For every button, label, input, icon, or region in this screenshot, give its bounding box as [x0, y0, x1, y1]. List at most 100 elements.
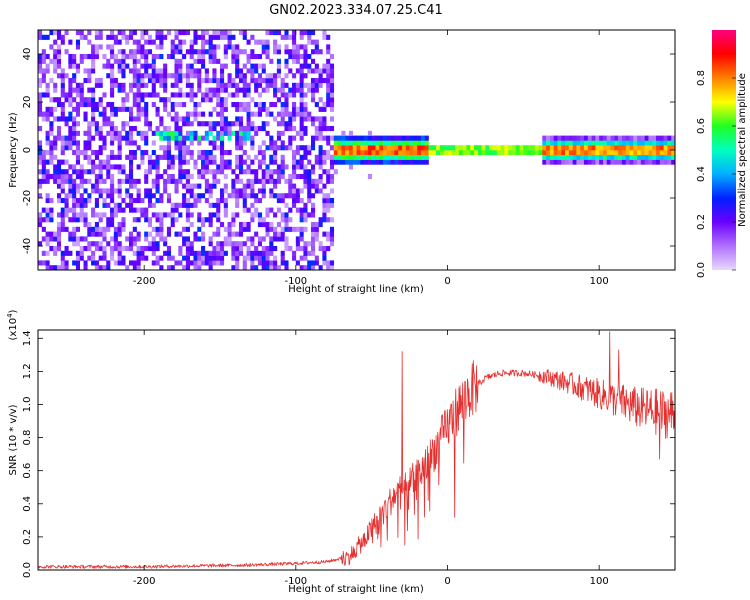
- heatmap-cell: [238, 222, 244, 228]
- heatmap-cell: [231, 54, 236, 60]
- heatmap-cell: [49, 198, 54, 204]
- heatmap-cell: [94, 198, 99, 204]
- heatmap-cell: [405, 154, 410, 160]
- heatmap-cell: [235, 73, 240, 79]
- heatmap-cell: [329, 236, 335, 242]
- heatmap-cell: [121, 260, 126, 266]
- snr-frame: [37, 329, 676, 571]
- heatmap-cell: [98, 265, 103, 271]
- heatmap-cell: [265, 226, 270, 232]
- heatmap-cell: [166, 73, 172, 79]
- heatmap-cell: [45, 231, 50, 237]
- heatmap-cell: [178, 68, 183, 74]
- heatmap-cell: [329, 106, 335, 112]
- heatmap-cell: [284, 92, 289, 98]
- heatmap-cell: [216, 102, 221, 108]
- heatmap-cell: [307, 198, 312, 204]
- heatmap-cell: [94, 231, 99, 237]
- heatmap-cell: [45, 87, 50, 93]
- heatmap-cell: [125, 154, 130, 160]
- heatmap-cell: [64, 145, 69, 151]
- heatmap-cell: [64, 159, 69, 165]
- heatmap-cell: [656, 135, 661, 141]
- heatmap-cell: [49, 44, 54, 50]
- heatmap-cell: [159, 222, 164, 228]
- heatmap-cell: [311, 49, 316, 55]
- heatmap-cell: [140, 44, 145, 50]
- heatmap-cell: [98, 217, 103, 223]
- heatmap-cell: [110, 126, 115, 132]
- heatmap-cell: [136, 111, 141, 117]
- heatmap-cell: [250, 140, 255, 146]
- heatmap-cell: [166, 164, 172, 170]
- heatmap-cell: [527, 150, 532, 156]
- heatmap-cell: [60, 169, 65, 175]
- heatmap-cell: [178, 246, 183, 252]
- heatmap-cell: [110, 82, 115, 88]
- heatmap-cell: [337, 145, 342, 151]
- heatmap-cell: [322, 126, 327, 132]
- heatmap-cell: [201, 217, 206, 223]
- heatmap-cell: [163, 68, 168, 74]
- heatmap-cell: [159, 54, 164, 60]
- heatmap-cell: [242, 106, 247, 112]
- heatmap-cell: [329, 116, 335, 122]
- heatmap-cell: [41, 68, 46, 74]
- heatmap-cell: [185, 130, 190, 136]
- heatmap-cell: [201, 169, 206, 175]
- heatmap-cell: [565, 159, 570, 165]
- heatmap-cell: [136, 49, 141, 55]
- heatmap-cell: [113, 54, 118, 60]
- heatmap-cell: [329, 87, 335, 93]
- heatmap-cell: [292, 202, 297, 208]
- heatmap-cell: [87, 222, 92, 228]
- heatmap-cell: [193, 58, 198, 64]
- heatmap-cell: [189, 202, 194, 208]
- heatmap-cell: [136, 164, 141, 170]
- heatmap-cell: [265, 39, 270, 45]
- heatmap-cell: [238, 106, 244, 112]
- heatmap-cell: [223, 97, 228, 103]
- heatmap-cell: [326, 202, 331, 208]
- heatmap-cell: [117, 58, 122, 64]
- heatmap-cell: [68, 145, 73, 151]
- heatmap-cell: [276, 231, 281, 237]
- heatmap-cell: [60, 111, 65, 117]
- heatmap-cell: [140, 92, 145, 98]
- heatmap-cell: [56, 193, 62, 199]
- heatmap-cell: [398, 135, 403, 141]
- heatmap-cell: [223, 198, 228, 204]
- heatmap-cell: [326, 44, 331, 50]
- heatmap-cell: [147, 231, 153, 237]
- heatmap-cell: [318, 159, 323, 165]
- heatmap-cell: [75, 150, 81, 156]
- heatmap-cell: [667, 154, 672, 160]
- heatmap-cell: [511, 150, 517, 156]
- heatmap-cell: [216, 202, 221, 208]
- heatmap-cell: [102, 135, 107, 141]
- heatmap-cell: [159, 236, 164, 242]
- heatmap-cell: [189, 63, 194, 69]
- heatmap-cell: [208, 126, 213, 132]
- heatmap-cell: [45, 207, 50, 213]
- heatmap-cell: [182, 226, 187, 232]
- heatmap-cell: [553, 159, 558, 165]
- heatmap-cell: [155, 212, 160, 218]
- heatmap-cell: [170, 92, 175, 98]
- heatmap-cell: [132, 78, 137, 84]
- heatmap-cell: [41, 73, 46, 79]
- heatmap-cell: [151, 78, 156, 84]
- heatmap-cell: [367, 154, 372, 160]
- heatmap-cell: [129, 135, 134, 141]
- heatmap-cell: [591, 135, 596, 141]
- heatmap-cell: [220, 241, 225, 247]
- heatmap-cell: [87, 126, 92, 132]
- heatmap-cell: [212, 202, 217, 208]
- heatmap-cell: [38, 212, 43, 218]
- heatmap-cell: [220, 78, 225, 84]
- heatmap-cell: [178, 116, 183, 122]
- heatmap-cell: [276, 30, 281, 36]
- heatmap-cell: [280, 174, 285, 180]
- heatmap-cell: [269, 241, 274, 247]
- heatmap-cell: [235, 121, 240, 127]
